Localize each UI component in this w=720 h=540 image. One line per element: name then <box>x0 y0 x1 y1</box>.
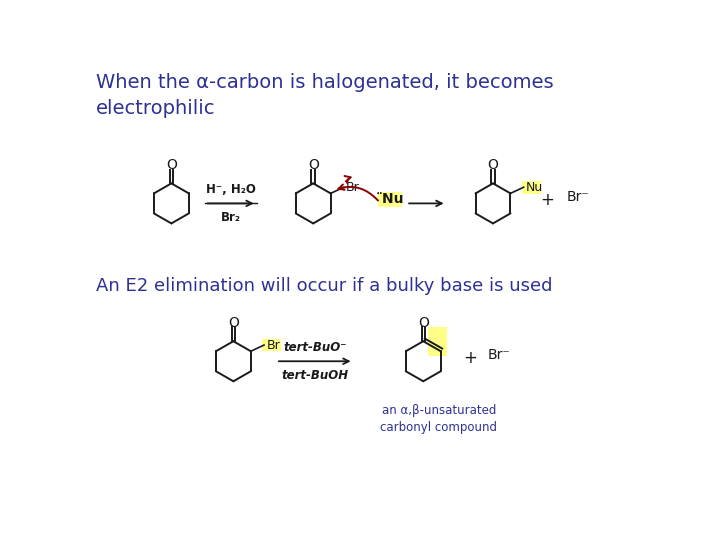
Text: O: O <box>166 158 177 172</box>
Text: Nu: Nu <box>526 181 543 194</box>
Text: O: O <box>418 316 428 330</box>
Text: an α,β-unsaturated
carbonyl compound: an α,β-unsaturated carbonyl compound <box>380 403 498 434</box>
Text: Br: Br <box>266 339 280 352</box>
FancyBboxPatch shape <box>522 181 541 194</box>
Text: ¨Nu: ¨Nu <box>376 192 404 206</box>
Text: Br₂: Br₂ <box>220 211 240 224</box>
Text: tert-BuOH: tert-BuOH <box>282 369 348 382</box>
FancyBboxPatch shape <box>378 192 402 207</box>
Text: +: + <box>540 191 554 210</box>
Text: H⁻, H₂O: H⁻, H₂O <box>206 183 256 195</box>
Text: Br⁻: Br⁻ <box>567 190 590 204</box>
Text: O: O <box>228 316 239 330</box>
Text: Br: Br <box>346 181 360 194</box>
Text: O: O <box>307 158 319 172</box>
Text: O: O <box>487 158 498 172</box>
Text: +: + <box>463 349 477 367</box>
Text: An E2 elimination will occur if a bulky base is used: An E2 elimination will occur if a bulky … <box>96 276 553 294</box>
FancyBboxPatch shape <box>428 327 447 356</box>
Text: tert-BuO⁻: tert-BuO⁻ <box>283 341 346 354</box>
Text: Br⁻: Br⁻ <box>488 348 510 362</box>
FancyBboxPatch shape <box>263 339 281 351</box>
Text: When the α-carbon is halogenated, it becomes
electrophilic: When the α-carbon is halogenated, it bec… <box>96 72 554 118</box>
